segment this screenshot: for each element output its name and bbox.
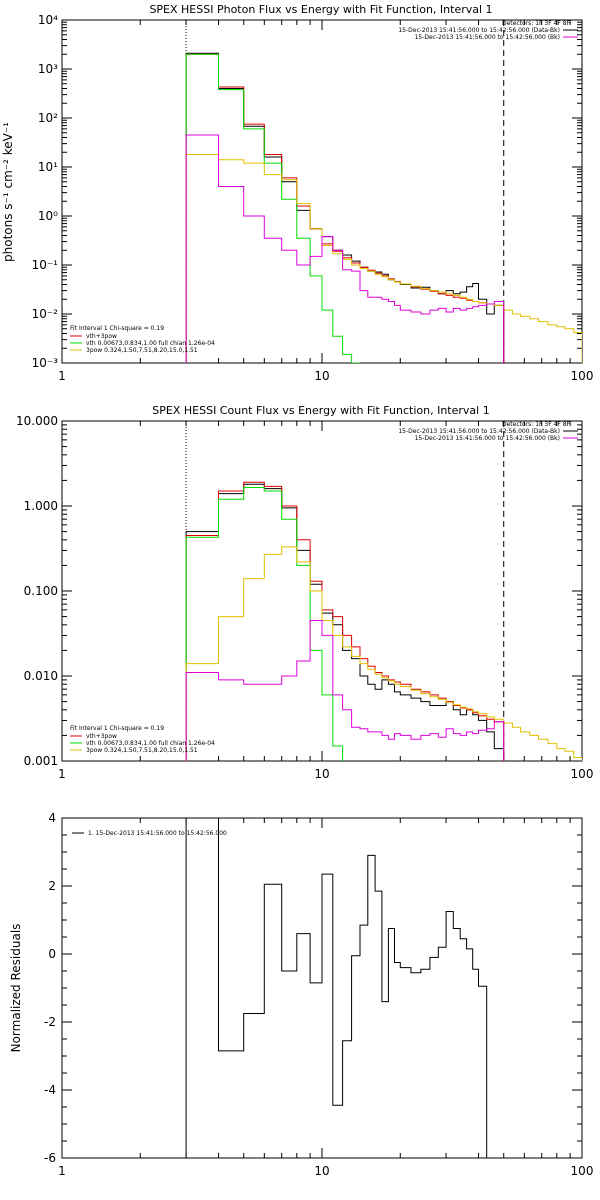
fit-3pow-label: 3pow 0.324,1.50,7.51,8.20,15.0,1.51 bbox=[86, 347, 198, 354]
fit-3pow-label: 3pow 0.324,1.50,7.51,8.20,15.0,1.51 bbox=[86, 747, 198, 754]
legend-data-bk: 15-Dec-2013 15:41:56.000 to 15:42:56.000… bbox=[398, 428, 560, 435]
count-flux-fit-legend: Fit Interval 1 Chi-square = 0.19 vth+3po… bbox=[70, 725, 215, 754]
fit-interval-text: Fit Interval 1 Chi-square = 0.19 bbox=[70, 325, 164, 332]
count-flux-panel: SPEX HESSI Count Flux vs Energy with Fit… bbox=[16, 404, 593, 781]
count-flux-series bbox=[185, 481, 582, 761]
y-tick-label: 1.000 bbox=[24, 499, 58, 513]
y-tick-label: 0.010 bbox=[24, 669, 58, 683]
count-flux-range-lines bbox=[185, 421, 505, 761]
residuals-axes-frame bbox=[61, 817, 583, 1159]
x-tick-label: 100 bbox=[571, 767, 594, 781]
y-tick-label: 4 bbox=[48, 811, 56, 825]
y-tick-label: 2 bbox=[48, 879, 56, 893]
series-3pow-line bbox=[185, 546, 582, 761]
fit-vth-label: vth 0.00673,0.834,1.00 full chian 1.26e-… bbox=[86, 340, 215, 347]
y-tick-label: 10⁴ bbox=[38, 13, 58, 27]
photon-flux-title: SPEX HESSI Photon Flux vs Energy with Fi… bbox=[149, 3, 492, 16]
y-tick-label: 10³ bbox=[38, 62, 58, 76]
residuals-legend-text: 1. 15-Dec-2013 15:41:56.000 to 15:42:56.… bbox=[88, 830, 227, 837]
y-tick-label: 10² bbox=[38, 111, 58, 125]
photon-flux-legend: Detectors: 1F 3F 4F 8F 15-Dec-2013 15:41… bbox=[398, 20, 578, 41]
legend-detectors: Detectors: 1F 3F 4F 8F bbox=[502, 421, 571, 428]
series-vth-3pow-line bbox=[185, 481, 505, 761]
residuals-series bbox=[185, 818, 488, 1158]
x-tick-label: 1 bbox=[58, 369, 66, 383]
y-tick-label: 0.100 bbox=[24, 584, 58, 598]
x-tick-label: 100 bbox=[571, 1164, 594, 1178]
y-tick-label: 10⁻² bbox=[32, 307, 59, 321]
photon-flux-range-lines bbox=[185, 20, 505, 363]
y-tick-label: -6 bbox=[44, 1151, 56, 1165]
photon-flux-fit-legend: Fit Interval 1 Chi-square = 0.19 vth+3po… bbox=[70, 325, 215, 354]
series-vth-3pow-line bbox=[185, 53, 505, 363]
fit-total-label: vth+3pow bbox=[86, 333, 117, 340]
fit-total-label: vth+3pow bbox=[86, 733, 117, 740]
y-tick-label: 10.000 bbox=[16, 414, 58, 428]
legend-bk: 15-Dec-2013 15:41:56.000 to 15:42:56.000… bbox=[415, 34, 560, 41]
y-tick-label: 0 bbox=[48, 947, 56, 961]
photon-flux-ticks: 1 10 100 10⁻³ 10⁻² 10⁻¹ 10⁰ 10¹ 10² 10³ 10⁴ bbox=[32, 13, 594, 383]
series-vth-line bbox=[185, 53, 360, 363]
x-tick-label: 10 bbox=[314, 369, 329, 383]
fit-vth-label: vth 0.00673,0.834,1.00 full chian 1.26e-… bbox=[86, 740, 215, 747]
series-vth-line bbox=[185, 487, 344, 761]
y-tick-label: -4 bbox=[44, 1083, 56, 1097]
x-tick-label: 10 bbox=[314, 767, 329, 781]
legend-detectors: Detectors: 1F 3F 4F 8F bbox=[502, 20, 571, 27]
fit-interval-text: Fit Interval 1 Chi-square = 0.19 bbox=[70, 725, 164, 732]
photon-flux-series bbox=[185, 52, 582, 363]
photon-flux-panel: SPEX HESSI Photon Flux vs Energy with Fi… bbox=[1, 3, 593, 383]
x-tick-label: 1 bbox=[58, 767, 66, 781]
count-flux-title: SPEX HESSI Count Flux vs Energy with Fit… bbox=[152, 404, 489, 417]
residuals-ticks: 1 10 100 -6 -4 -2 0 2 4 bbox=[44, 811, 593, 1178]
y-tick-label: 10⁰ bbox=[38, 209, 58, 223]
residuals-panel: Normalized Residuals 1 10 100 -6 -4 -2 0 2 4 1. … bbox=[9, 811, 593, 1178]
photon-flux-y-axis-label: photons s⁻¹ cm⁻² keV⁻¹ bbox=[1, 122, 15, 262]
series-3pow-line bbox=[185, 154, 582, 363]
y-tick-label: 0.001 bbox=[24, 754, 58, 768]
count-flux-ticks: 1 10 100 0.001 0.010 0.100 1.000 10.000 bbox=[16, 414, 593, 781]
series-data-bk-line bbox=[185, 52, 505, 363]
count-flux-legend: Detectors: 1F 3F 4F 8F 15-Dec-2013 15:41… bbox=[398, 421, 578, 442]
residuals-y-axis-label: Normalized Residuals bbox=[9, 924, 23, 1053]
series-residual-line bbox=[185, 818, 488, 1158]
y-tick-label: 10¹ bbox=[38, 160, 58, 174]
x-tick-label: 10 bbox=[314, 1164, 329, 1178]
y-tick-label: -2 bbox=[44, 1015, 56, 1029]
series-data-bk-line bbox=[185, 483, 505, 761]
x-tick-label: 100 bbox=[571, 369, 594, 383]
series-bk-line bbox=[185, 134, 505, 363]
legend-data-bk: 15-Dec-2013 15:41:56.000 to 15:42:56.000… bbox=[398, 27, 560, 34]
y-tick-label: 10⁻³ bbox=[32, 356, 59, 370]
legend-bk: 15-Dec-2013 15:41:56.000 to 15:42:56.000… bbox=[415, 435, 560, 442]
y-tick-label: 10⁻¹ bbox=[32, 258, 59, 272]
x-tick-label: 1 bbox=[58, 1164, 66, 1178]
series-bk-line bbox=[185, 620, 505, 761]
